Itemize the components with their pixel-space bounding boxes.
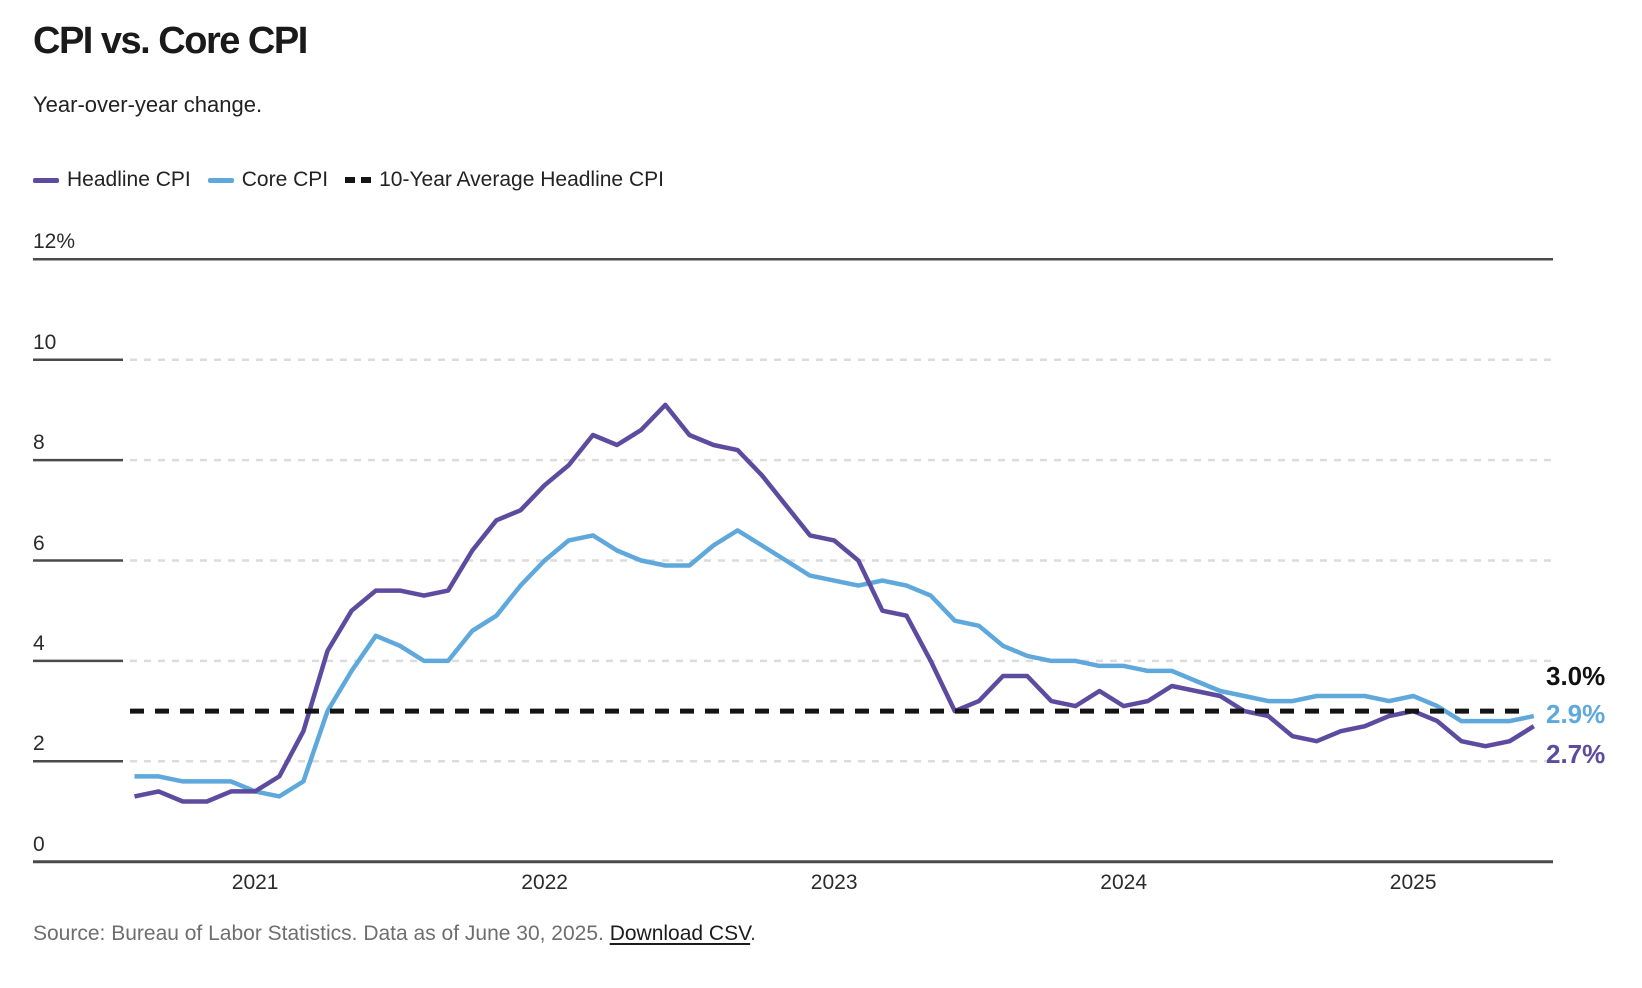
average-dashed-swatch-icon	[345, 177, 372, 183]
source-text: Source: Bureau of Labor Statistics. Data…	[33, 922, 610, 945]
legend-label-10yr-average: 10-Year Average Headline CPI	[379, 168, 664, 191]
core-cpi-end-value-label: 2.9%	[1546, 699, 1606, 729]
core-cpi-line-swatch-icon	[207, 177, 234, 183]
chart-subtitle: Year-over-year change.	[33, 92, 263, 117]
headline-cpi-end-value-label: 2.7%	[1546, 739, 1606, 769]
source-note: Source: Bureau of Labor Statistics. Data…	[33, 922, 756, 946]
legend-label-headline-cpi: Headline CPI	[67, 168, 191, 191]
legend-item-10yr-average: 10-Year Average Headline CPI	[345, 168, 664, 192]
source-period: .	[750, 922, 757, 945]
average-end-value-label: 3.0%	[1546, 661, 1606, 691]
page-title: CPI vs. Core CPI	[33, 20, 308, 62]
chart-legend: Headline CPI Core CPI 10-Year Average He…	[33, 168, 664, 192]
download-csv-link[interactable]: Download CSV	[609, 922, 751, 945]
core-cpi-line	[134, 528, 1535, 799]
headline-cpi-line	[134, 402, 1535, 804]
legend-item-headline-cpi: Headline CPI	[33, 168, 191, 192]
headline-cpi-line-swatch-icon	[33, 177, 59, 183]
legend-item-core-cpi: Core CPI	[207, 168, 329, 192]
legend-label-core-cpi: Core CPI	[241, 168, 329, 191]
